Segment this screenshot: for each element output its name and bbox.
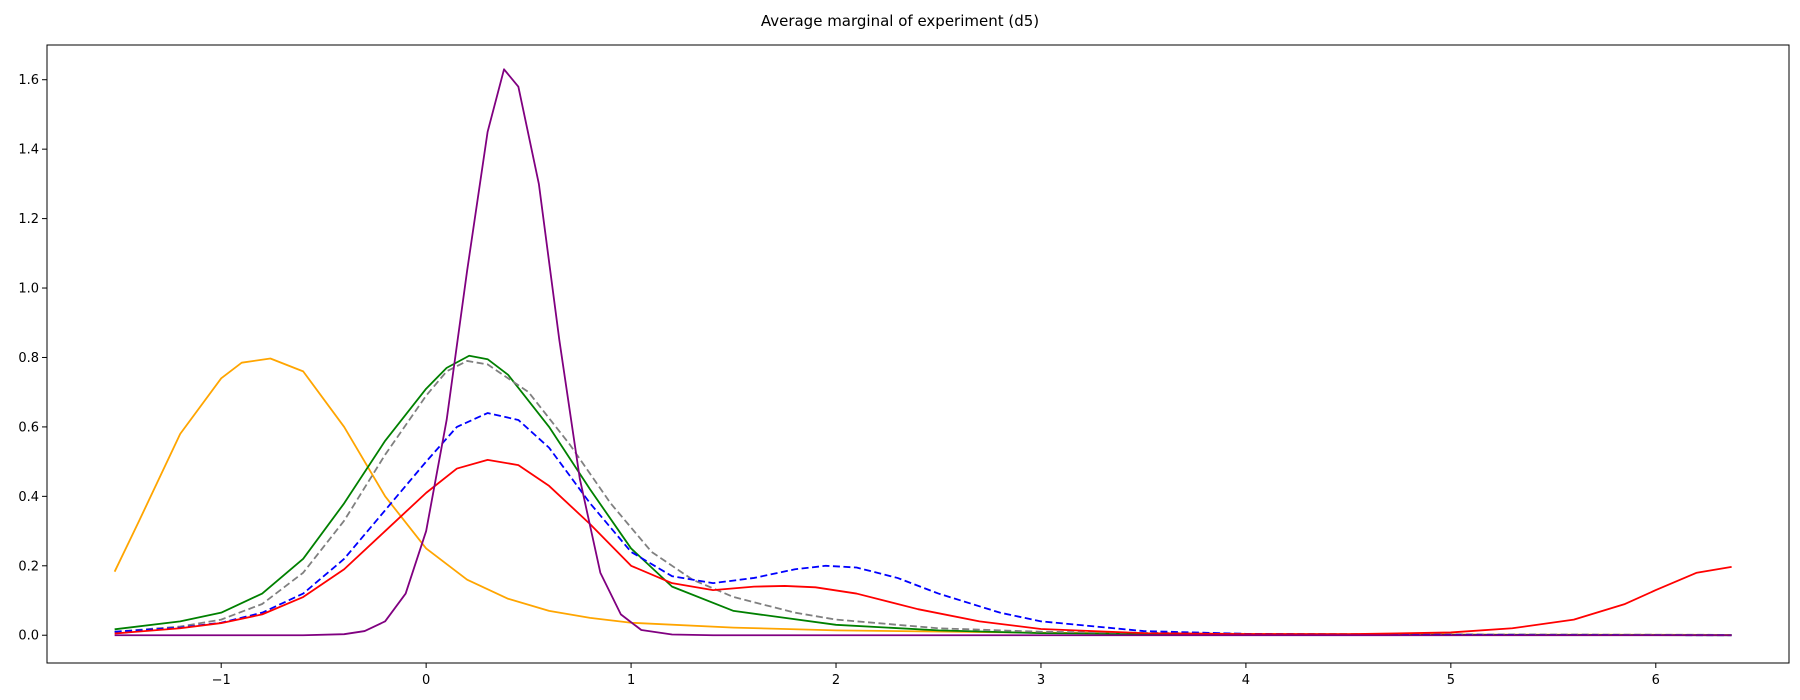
y-tick-label: 0.2 <box>18 559 39 574</box>
x-tick-label: 1 <box>627 673 635 688</box>
axes-layer: −1 0 1 2 3 4 5 6 0.0 0.2 0.4 0.6 0.8 1.0 1.2 1.4 1.6 <box>18 44 1790 688</box>
series-line-2 <box>114 360 1732 636</box>
series-line-0 <box>113 357 1732 636</box>
y-tick-label: 1.4 <box>18 143 39 158</box>
y-tick-label: 1.6 <box>18 73 39 88</box>
x-tick-label: 4 <box>1242 673 1250 688</box>
x-tick-label: 2 <box>832 673 840 688</box>
x-tick-label: −1 <box>212 673 231 688</box>
x-tick-label: 3 <box>1037 673 1045 688</box>
y-tick-label: 1.2 <box>18 212 39 227</box>
chart-title: Average marginal of experiment (d5) <box>761 12 1039 30</box>
y-tick-label: 1.0 <box>18 282 39 297</box>
series-line-4 <box>114 458 1732 636</box>
series-line-1 <box>114 354 1732 637</box>
series-layer <box>113 68 1732 637</box>
series-line-5 <box>114 68 1732 637</box>
series-line-3 <box>114 412 1732 637</box>
y-tick-label: 0.0 <box>18 629 39 644</box>
x-tick-label: 5 <box>1447 673 1455 688</box>
y-tick-label: 0.4 <box>18 490 39 505</box>
y-tick-label: 0.8 <box>18 351 39 366</box>
plot-frame <box>46 44 1790 664</box>
y-tick-label: 0.6 <box>18 420 39 435</box>
x-tick-label: 0 <box>422 673 430 688</box>
x-tick-label: 6 <box>1652 673 1660 688</box>
